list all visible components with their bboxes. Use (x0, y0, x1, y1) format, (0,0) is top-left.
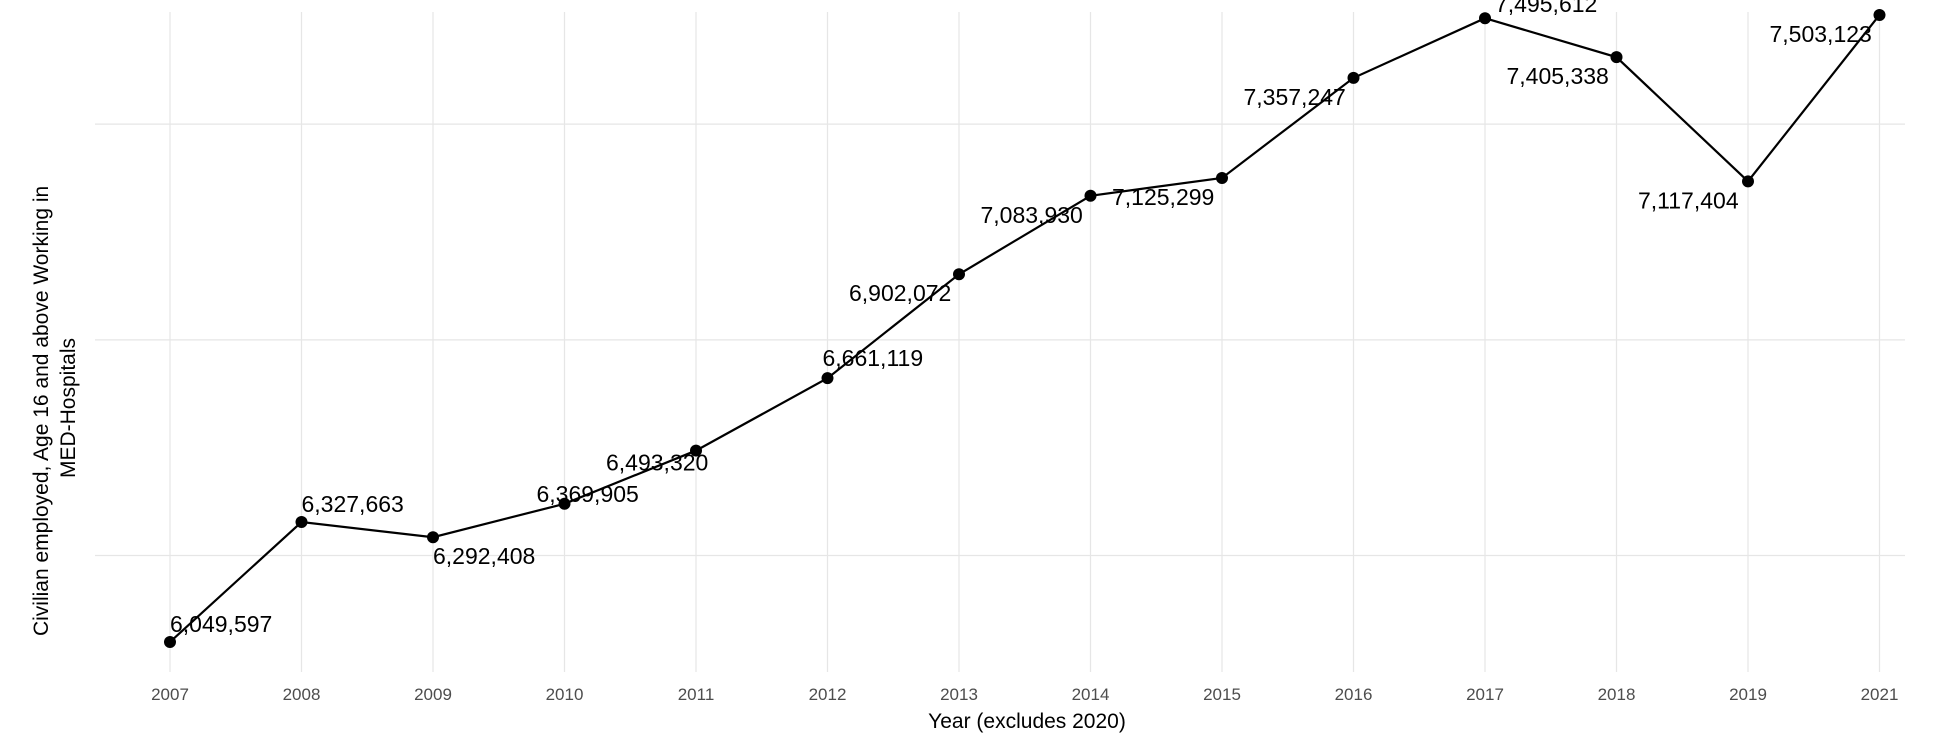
data-point (1084, 189, 1097, 202)
x-tick-label: 2018 (1598, 685, 1636, 704)
x-tick-label: 2016 (1335, 685, 1373, 704)
y-axis-title-line-1: Civilian employed, Age 16 and above Work… (30, 186, 53, 636)
data-point (821, 372, 834, 385)
x-tick-label: 2017 (1466, 685, 1504, 704)
data-label: 7,125,299 (1112, 184, 1214, 210)
data-point (1347, 71, 1360, 84)
x-tick-label: 2007 (151, 685, 189, 704)
data-label: 7,357,247 (1244, 84, 1346, 110)
x-axis-title: Year (excludes 2020) (928, 710, 1126, 733)
data-point (690, 444, 702, 457)
series-line (169, 14, 1881, 643)
x-tick-label: 2019 (1729, 685, 1767, 704)
x-tick-label: 2014 (1072, 685, 1110, 704)
points-layer (164, 8, 1886, 648)
x-tick-label: 2015 (1203, 685, 1241, 704)
data-point (953, 268, 965, 281)
data-point (1742, 175, 1754, 188)
data-label: 7,495,612 (1495, 0, 1597, 17)
data-point (1479, 12, 1491, 25)
data-point (558, 497, 571, 510)
x-tick-label: 2009 (414, 685, 452, 704)
x-tick-labels-layer: 2007 2008 2009 2010 2011 2012 2013 2014 2015 2016… (151, 685, 1898, 704)
grid-layer (95, 12, 1905, 672)
data-label: 7,117,404 (1638, 187, 1739, 213)
data-label: 6,327,663 (302, 491, 404, 517)
x-tick-label: 2013 (940, 685, 978, 704)
y-axis-title-line-2: MED-Hospitals (57, 338, 80, 478)
data-label: 6,493,320 (606, 450, 708, 476)
data-labels-layer: 6,049,597 6,327,663 6,292,408 6,369,905 6,49… (170, 0, 1872, 637)
x-tick-label: 2012 (809, 685, 847, 704)
data-label: 6,902,072 (849, 280, 951, 306)
data-label: 7,083,930 (981, 202, 1083, 228)
y-axis-title: Civilian employed, Age 16 and above Work… (30, 180, 80, 636)
x-tick-label: 2008 (283, 685, 321, 704)
x-tick-label: 2021 (1861, 685, 1899, 704)
data-point (164, 635, 176, 648)
data-label: 6,049,597 (170, 611, 272, 637)
series-layer (169, 14, 1881, 643)
data-label: 6,369,905 (537, 481, 639, 507)
data-label: 6,292,408 (433, 543, 535, 569)
x-tick-label: 2010 (546, 685, 584, 704)
data-label: 7,503,123 (1770, 21, 1872, 47)
data-point (1610, 51, 1623, 64)
data-point (1873, 8, 1886, 21)
x-tick-label: 2011 (678, 685, 715, 704)
data-point (295, 516, 308, 529)
data-label: 6,661,119 (823, 345, 924, 371)
data-point (427, 531, 439, 544)
data-label: 7,405,338 (1507, 63, 1609, 89)
data-point (1216, 171, 1228, 184)
